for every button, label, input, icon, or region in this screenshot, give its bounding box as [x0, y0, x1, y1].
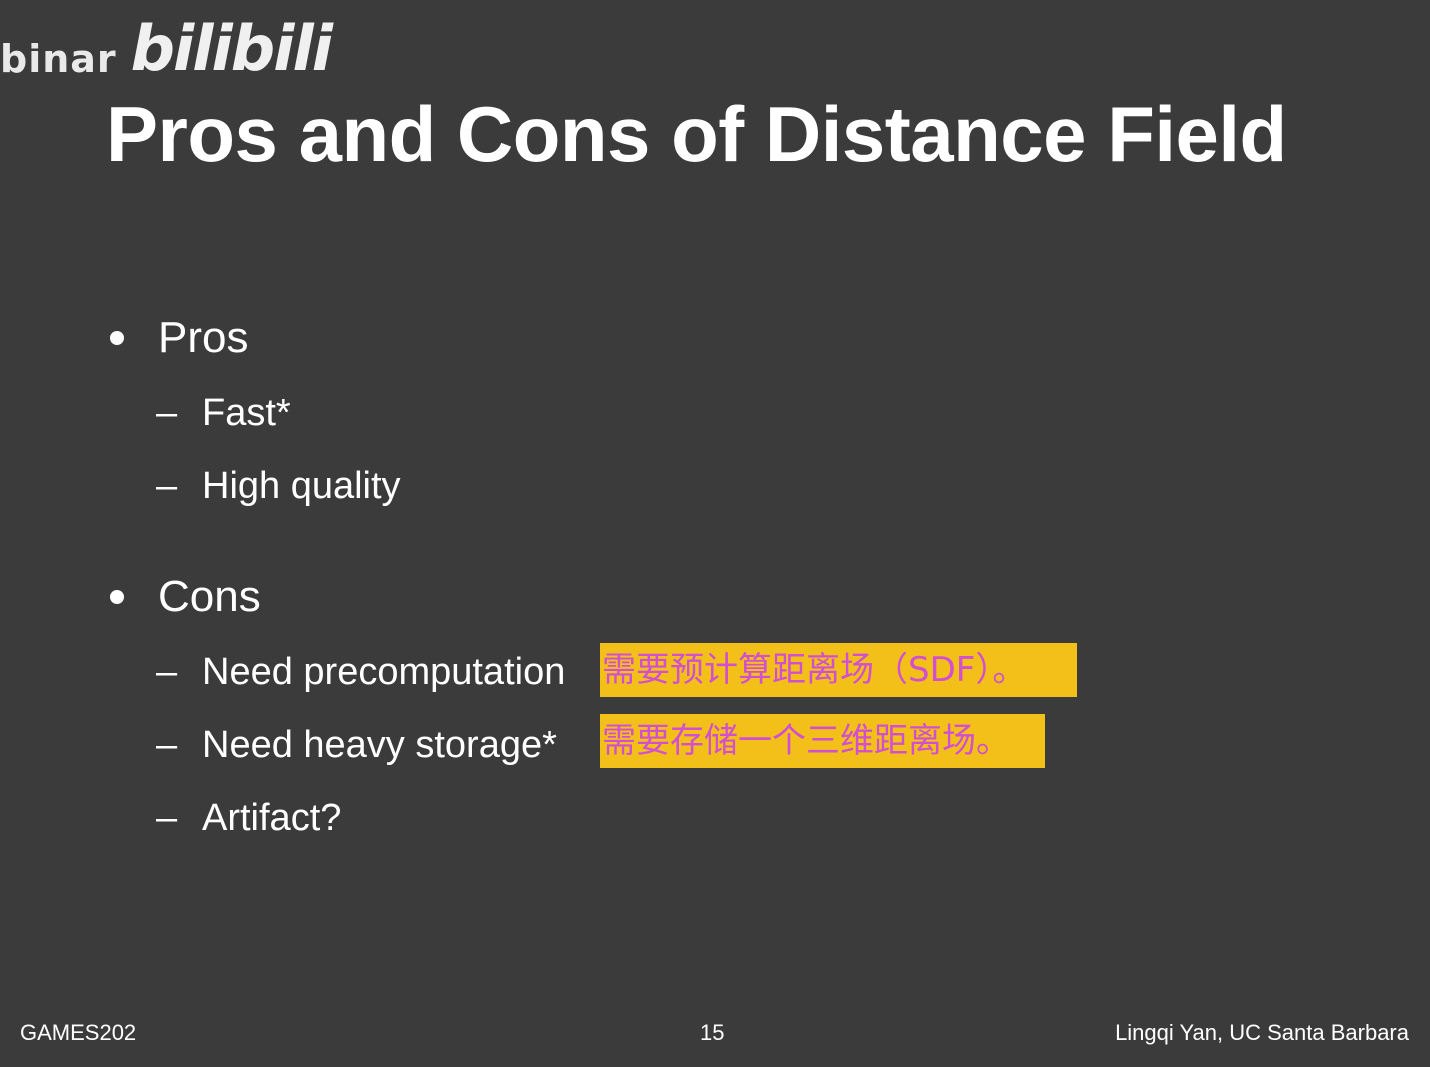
bullet-cons: Cons [106, 575, 261, 619]
sub-item: – Fast* [156, 394, 291, 432]
subtitle-overlay: 需要存储一个三维距离场。 [600, 714, 1045, 768]
bilibili-watermark: binar bilibili [0, 12, 333, 85]
footer-page-number: 15 [700, 1020, 725, 1045]
sub-item: – High quality [156, 467, 401, 505]
sub-item-label: Need heavy storage* [202, 724, 557, 766]
dash-icon: – [156, 392, 178, 434]
bullet-dot-icon [110, 590, 124, 604]
dash-icon: – [156, 465, 178, 507]
dash-icon: – [156, 724, 178, 766]
sub-item: – Artifact? [156, 799, 341, 837]
bullet-label: Cons [158, 572, 261, 621]
sub-item-label: Fast* [202, 392, 291, 434]
bullet-dot-icon [110, 331, 124, 345]
footer-author: Lingqi Yan, UC Santa Barbara [1115, 1020, 1409, 1045]
slide-title: Pros and Cons of Distance Field [106, 90, 1287, 178]
subtitle-overlay: 需要预计算距离场（SDF）。 [600, 643, 1077, 697]
footer-course: GAMES202 [20, 1020, 137, 1045]
bilibili-logo-icon: bilibili [130, 12, 333, 85]
sub-item-label: Artifact? [202, 797, 342, 839]
sub-item-label: High quality [202, 465, 401, 507]
sub-item-label: Need precomputation [202, 651, 566, 693]
bullet-label: Pros [158, 313, 249, 362]
sub-item: – Need precomputation [156, 653, 565, 691]
bullet-pros: Pros [106, 316, 248, 360]
watermark-text: binar [0, 37, 117, 81]
sub-item: – Need heavy storage* [156, 726, 557, 764]
dash-icon: – [156, 797, 178, 839]
dash-icon: – [156, 651, 178, 693]
